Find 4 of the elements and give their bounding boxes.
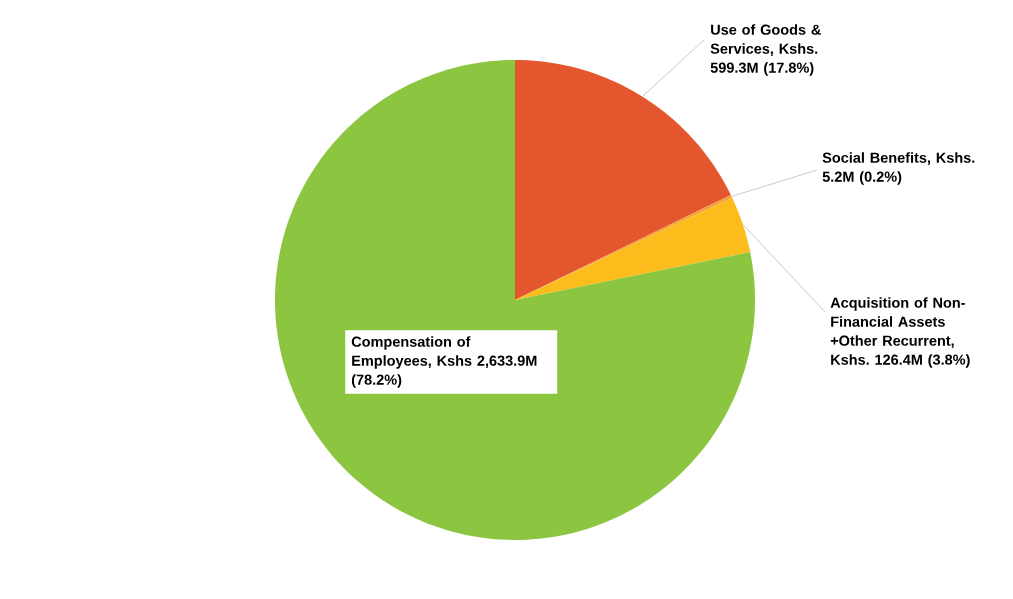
slice-label: Compensation of Employees, Kshs 2,633.9M (78.2%) xyxy=(351,336,537,388)
slice-label: Social Benefits, Kshs. 5.2M (0.2%) xyxy=(822,152,975,185)
slice-label: Use of Goods & Services, Kshs. 599.3M (17.8%) xyxy=(710,24,821,76)
slice-label: Acquisition of Non-Financial Assets +Other Recurrent, Kshs. 126.4M (3.8%) xyxy=(830,297,970,368)
